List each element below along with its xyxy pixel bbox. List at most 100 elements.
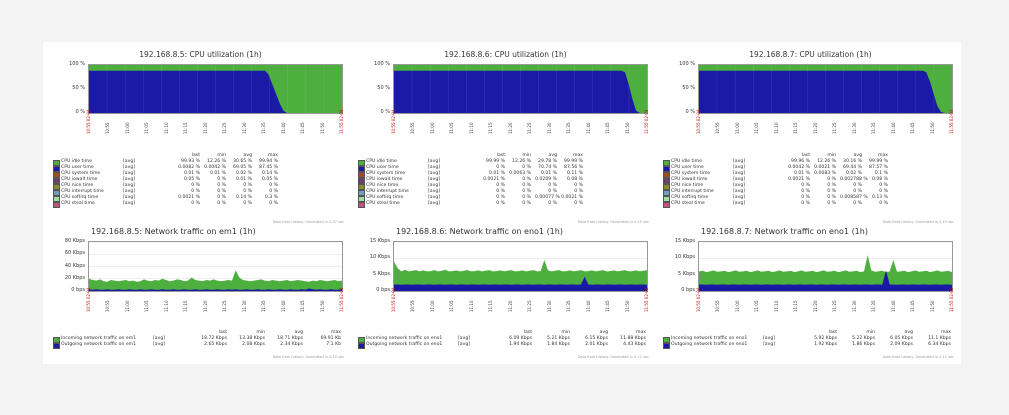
legend-agg: [avg]	[428, 183, 441, 188]
legend-value: 6.15 Kbps	[585, 336, 608, 341]
x-tick-label: 11:30	[851, 122, 857, 134]
legend-value: 0 %	[574, 201, 583, 206]
legend-agg: [avg]	[123, 165, 136, 170]
legend-agg: [avg]	[428, 189, 441, 194]
legend-series-name: CPU nice time	[366, 183, 399, 188]
legend-value: 0.05 %	[261, 177, 278, 182]
legend-row: CPU user time [avg] 0.0042 % 0.0021 % 69.44 …	[663, 165, 958, 172]
cpu-graph[interactable]: 192.168.8.5: CPU utilization (1h) 100 % 5…	[53, 50, 348, 225]
legend-value: 0 %	[522, 195, 531, 200]
legend-row: CPU idle time [avg] 99.96 % 12.26 % 30.16 % 9…	[663, 159, 958, 166]
legend-agg: [avg]	[123, 195, 136, 200]
legend-header: last	[801, 153, 810, 158]
legend-series-name: CPU interrupt time	[671, 189, 714, 194]
legend-value: 0.08 %	[871, 177, 888, 182]
x-tick-label: 11:55 02-04	[949, 287, 954, 312]
legend-value: 0.08 %	[566, 177, 583, 182]
legend-value: 0 %	[827, 177, 836, 182]
legend-value: 2.09 Kbps	[890, 342, 913, 347]
legend-value: 18.72 Kbps	[201, 336, 227, 341]
legend-value: 70.74 %	[538, 165, 557, 170]
cpu-graph[interactable]: 192.168.8.6: CPU utilization (1h) 100 % 5…	[358, 50, 653, 225]
network-graph[interactable]: 192.168.8.5: Network traffic on em1 (1h)…	[53, 227, 348, 362]
legend-header: last	[523, 330, 532, 335]
legend-row: CPU steal time [avg] 0 % 0 % 0 % 0 %	[358, 201, 653, 208]
legend-value: 0.0021 %	[561, 195, 583, 200]
x-tick-label: 11:50	[929, 300, 935, 312]
legend-value: 0 %	[548, 201, 557, 206]
x-tick-label: 10:55 02-04	[696, 287, 701, 312]
legend-value: 0.05 %	[183, 177, 200, 182]
legend-series-name: Incoming network traffic on eno1	[671, 336, 748, 341]
cpu-graph[interactable]: 192.168.8.7: CPU utilization (1h) 100 % 5…	[663, 50, 958, 225]
legend-swatch	[663, 190, 670, 196]
legend-series-name: CPU idle time	[61, 159, 92, 164]
legend-value: 0 %	[191, 183, 200, 188]
legend-series-name: CPU user time	[61, 165, 94, 170]
x-tick-label: 11:35	[566, 300, 572, 312]
legend-header: last	[191, 153, 200, 158]
legend-value: 1.94 Kbps	[509, 342, 532, 347]
legend-agg: [avg]	[458, 342, 471, 347]
legend-value: 0 %	[522, 165, 531, 170]
legend-header: min	[217, 153, 226, 158]
legend-series-name: Outgoing network traffic on eno1	[366, 342, 443, 347]
legend-header: min	[522, 153, 531, 158]
legend-series-name: CPU iowait time	[366, 177, 403, 182]
legend-swatch	[663, 160, 670, 166]
x-tick-label: 11:25	[832, 122, 838, 134]
legend-agg: [avg]	[733, 195, 746, 200]
legend-value: 99.93 %	[181, 159, 200, 164]
graph-title: 192.168.8.5: CPU utilization (1h)	[139, 50, 262, 59]
legend-swatch	[663, 196, 670, 202]
legend-value: 99.99 %	[486, 159, 505, 164]
x-tick-label: 11:45	[910, 300, 916, 312]
graph-footer: Data from history. Generated in 0.11 sec	[577, 355, 649, 359]
x-tick-label: 11:10	[163, 300, 169, 312]
legend-swatch	[53, 337, 60, 343]
legend-swatch	[358, 190, 365, 196]
legend-header: min	[561, 330, 570, 335]
network-area-chart	[89, 242, 342, 291]
legend-series-name: CPU idle time	[366, 159, 397, 164]
legend-value: 1.86 Kbps	[852, 342, 875, 347]
legend-value: 13.38 Kbps	[239, 336, 265, 341]
legend-swatch	[53, 160, 60, 166]
legend-value: 12.26 %	[817, 159, 836, 164]
y-tick-label: 0 bps	[71, 287, 85, 293]
y-tick-label: 20 Kbps	[64, 274, 85, 281]
legend-value: 0 %	[496, 201, 505, 206]
legend-series-name: Outgoing network traffic on eno1	[671, 342, 748, 347]
legend-swatch	[358, 202, 365, 208]
legend-row: CPU iowait time [avg] 0.0021 % 0 % 0.002788 …	[663, 177, 958, 184]
legend-row: Outgoing network traffic on eno1 [avg] 1.9…	[358, 342, 653, 349]
x-tick-label: 11:35	[871, 122, 877, 134]
x-tick-label: 11:30	[851, 300, 857, 312]
legend-value: 0 %	[574, 189, 583, 194]
legend-series-name: CPU user time	[366, 165, 399, 170]
y-tick-label: 100 %	[69, 61, 85, 67]
y-tick-label: 80 Kbps	[64, 238, 85, 244]
legend-agg: [avg]	[733, 183, 746, 188]
legend-series-name: CPU system time	[671, 171, 711, 176]
x-tick-label: 11:20	[202, 122, 208, 134]
legend-value: 0 %	[269, 189, 278, 194]
legend-row: Incoming network traffic on em1 [avg] 18.7…	[53, 336, 348, 343]
legend-value: 0.02 %	[845, 171, 862, 176]
x-tick-label: 11:00	[429, 300, 435, 312]
legend-value: 0 %	[879, 201, 888, 206]
network-graph[interactable]: 192.168.8.7: Network traffic on eno1 (1h…	[663, 227, 958, 362]
x-tick-label: 11:40	[890, 300, 896, 312]
legend-header: avg	[243, 153, 252, 158]
legend-value: 0 %	[243, 183, 252, 188]
legend-value: 0 %	[269, 201, 278, 206]
network-graph[interactable]: 192.168.8.6: Network traffic on eno1 (1h…	[358, 227, 653, 362]
legend-value: 6.09 Kbps	[509, 336, 532, 341]
legend-agg: [avg]	[428, 201, 441, 206]
x-tick-label: 10:55	[715, 122, 721, 134]
legend-value: 0.0082 %	[178, 165, 200, 170]
x-tick-label: 11:20	[202, 300, 208, 312]
legend-agg: [avg]	[153, 342, 166, 347]
legend-row: CPU nice time [avg] 0 % 0 % 0 % 0 %	[53, 183, 348, 190]
legend-series-name: CPU nice time	[671, 183, 704, 188]
